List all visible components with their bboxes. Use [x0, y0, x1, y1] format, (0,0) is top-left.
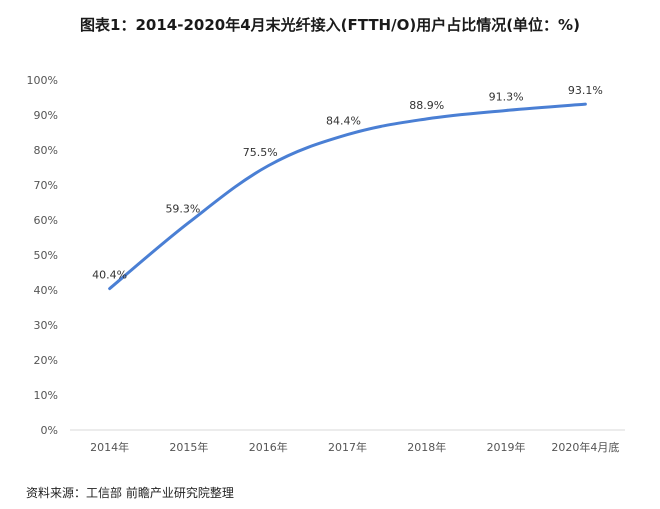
- data-label: 40.4%: [92, 269, 127, 282]
- x-tick-label: 2016年: [249, 440, 288, 454]
- data-label: 59.3%: [165, 202, 200, 215]
- data-labels: 40.4% 59.3% 75.5% 84.4% 88.9% 91.3% 93.1%: [92, 84, 603, 281]
- y-tick-label: 70%: [34, 179, 58, 192]
- y-tick-label: 60%: [34, 214, 58, 227]
- data-label: 84.4%: [326, 115, 361, 128]
- y-tick-label: 20%: [34, 354, 58, 367]
- y-tick-label: 40%: [34, 284, 58, 297]
- data-label: 91.3%: [489, 90, 524, 103]
- y-tick-label: 0%: [41, 424, 58, 437]
- data-label: 88.9%: [409, 99, 444, 112]
- y-tick-label: 30%: [34, 319, 58, 332]
- x-tick-label: 2019年: [487, 440, 526, 454]
- x-tick-label: 2018年: [407, 440, 446, 454]
- y-axis-ticks: 0% 10% 20% 30% 40% 50% 60% 70% 80% 90% 100%: [27, 74, 58, 437]
- y-tick-label: 50%: [34, 249, 58, 262]
- source-note: 资料来源：工信部 前瞻产业研究院整理: [26, 486, 234, 500]
- y-tick-label: 100%: [27, 74, 58, 87]
- data-label: 93.1%: [568, 84, 603, 97]
- chart-title: 图表1：2014-2020年4月末光纤接入(FTTH/O)用户占比情况(单位：%…: [80, 16, 580, 34]
- y-tick-label: 80%: [34, 144, 58, 157]
- series-line: [108, 102, 587, 291]
- x-tick-label: 2014年: [90, 440, 129, 454]
- x-tick-label: 2017年: [328, 440, 367, 454]
- y-tick-label: 90%: [34, 109, 58, 122]
- data-label: 75.5%: [243, 146, 278, 159]
- x-axis-ticks: 2014年 2015年 2016年 2017年 2018年 2019年 2020年4月底: [90, 440, 619, 454]
- x-tick-label: 2020年4月底: [551, 440, 619, 454]
- y-tick-label: 10%: [34, 389, 58, 402]
- x-tick-label: 2015年: [169, 440, 208, 454]
